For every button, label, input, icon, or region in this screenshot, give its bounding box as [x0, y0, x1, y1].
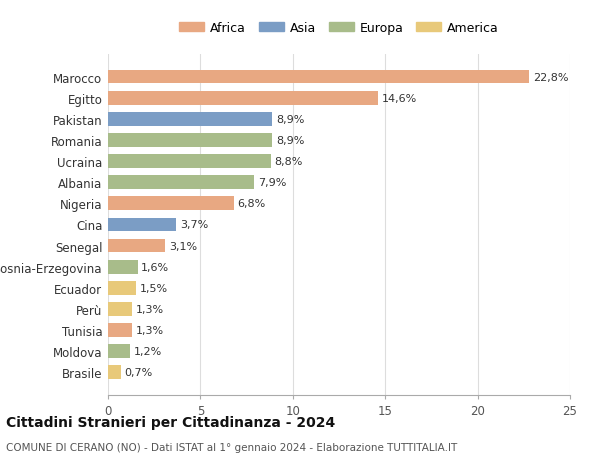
- Text: 3,1%: 3,1%: [169, 241, 197, 251]
- Text: 1,5%: 1,5%: [139, 283, 167, 293]
- Bar: [108, 176, 254, 190]
- Bar: [108, 92, 378, 105]
- Text: 0,7%: 0,7%: [125, 368, 153, 377]
- Text: 8,8%: 8,8%: [274, 157, 302, 167]
- Text: 1,2%: 1,2%: [134, 347, 162, 356]
- Bar: [108, 155, 271, 168]
- Text: Cittadini Stranieri per Cittadinanza - 2024: Cittadini Stranieri per Cittadinanza - 2…: [6, 415, 335, 429]
- Bar: [108, 197, 233, 211]
- Text: 8,9%: 8,9%: [276, 115, 305, 124]
- Text: 1,3%: 1,3%: [136, 325, 164, 335]
- Text: 8,9%: 8,9%: [276, 135, 305, 146]
- Bar: [108, 281, 136, 295]
- Bar: [108, 324, 132, 337]
- Text: 3,7%: 3,7%: [180, 220, 208, 230]
- Bar: [108, 302, 132, 316]
- Bar: [108, 112, 272, 126]
- Bar: [108, 239, 165, 253]
- Bar: [108, 218, 176, 232]
- Text: 14,6%: 14,6%: [382, 94, 417, 103]
- Bar: [108, 260, 137, 274]
- Bar: [108, 134, 272, 147]
- Bar: [108, 71, 529, 84]
- Bar: [108, 345, 130, 358]
- Text: 22,8%: 22,8%: [533, 73, 569, 82]
- Text: 6,8%: 6,8%: [238, 199, 266, 209]
- Text: 1,6%: 1,6%: [141, 262, 169, 272]
- Bar: [108, 366, 121, 379]
- Text: COMUNE DI CERANO (NO) - Dati ISTAT al 1° gennaio 2024 - Elaborazione TUTTITALIA.: COMUNE DI CERANO (NO) - Dati ISTAT al 1°…: [6, 442, 457, 452]
- Text: 1,3%: 1,3%: [136, 304, 164, 314]
- Text: 7,9%: 7,9%: [257, 178, 286, 188]
- Legend: Africa, Asia, Europa, America: Africa, Asia, Europa, America: [174, 17, 504, 40]
